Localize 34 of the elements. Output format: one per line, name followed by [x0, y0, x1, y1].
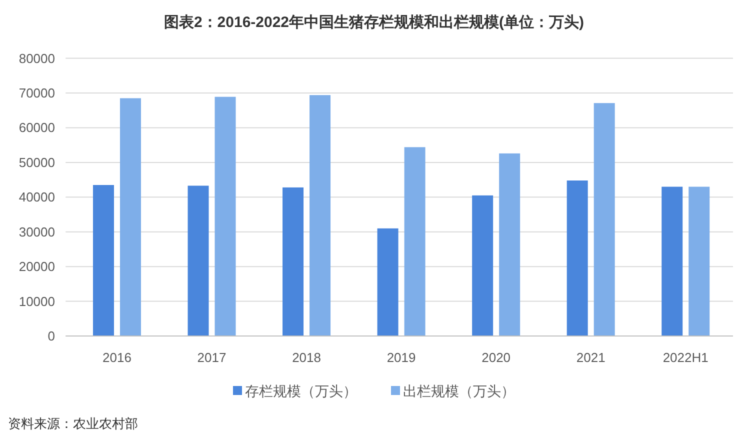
x-tick-label: 2016	[102, 350, 132, 365]
bar	[310, 95, 331, 336]
legend-label: 出栏规模（万头）	[403, 383, 515, 399]
y-tick-label: 40000	[18, 190, 55, 205]
x-tick-label: 2020	[482, 350, 511, 365]
bar	[499, 153, 520, 336]
y-tick-label: 80000	[18, 50, 55, 66]
bar	[214, 96, 236, 336]
x-tick-label: 2017	[197, 350, 226, 365]
y-tick-label: 10000	[18, 294, 55, 309]
bar	[688, 186, 710, 336]
y-tick-label: 0	[48, 328, 55, 344]
bar	[662, 186, 683, 336]
x-tick-label: 2018	[292, 350, 321, 365]
bar	[472, 195, 494, 336]
x-tick-label: 2021	[576, 350, 606, 365]
bar	[92, 185, 114, 336]
y-tick-label: 50000	[18, 154, 55, 170]
y-tick-label: 60000	[18, 120, 55, 136]
annotations: 资料来源：农业农村部	[8, 416, 138, 431]
bar	[377, 228, 398, 336]
legend-label: 存栏规模（万头）	[245, 383, 357, 399]
y-tick-label: 30000	[18, 224, 55, 240]
x-tick-label: 2019	[386, 350, 416, 365]
x-tick-label: 2022H1	[662, 350, 708, 365]
bar	[594, 103, 615, 336]
bar	[282, 187, 304, 336]
y-tick-label: 70000	[18, 86, 55, 101]
bar	[188, 186, 209, 336]
y-tick-label: 20000	[18, 259, 55, 274]
bar	[120, 98, 141, 336]
title: 图表2：2016-2022年中国生猪存栏规模和出栏规模(单位：万头)	[164, 14, 584, 31]
bar	[404, 147, 426, 336]
bar	[566, 180, 588, 336]
